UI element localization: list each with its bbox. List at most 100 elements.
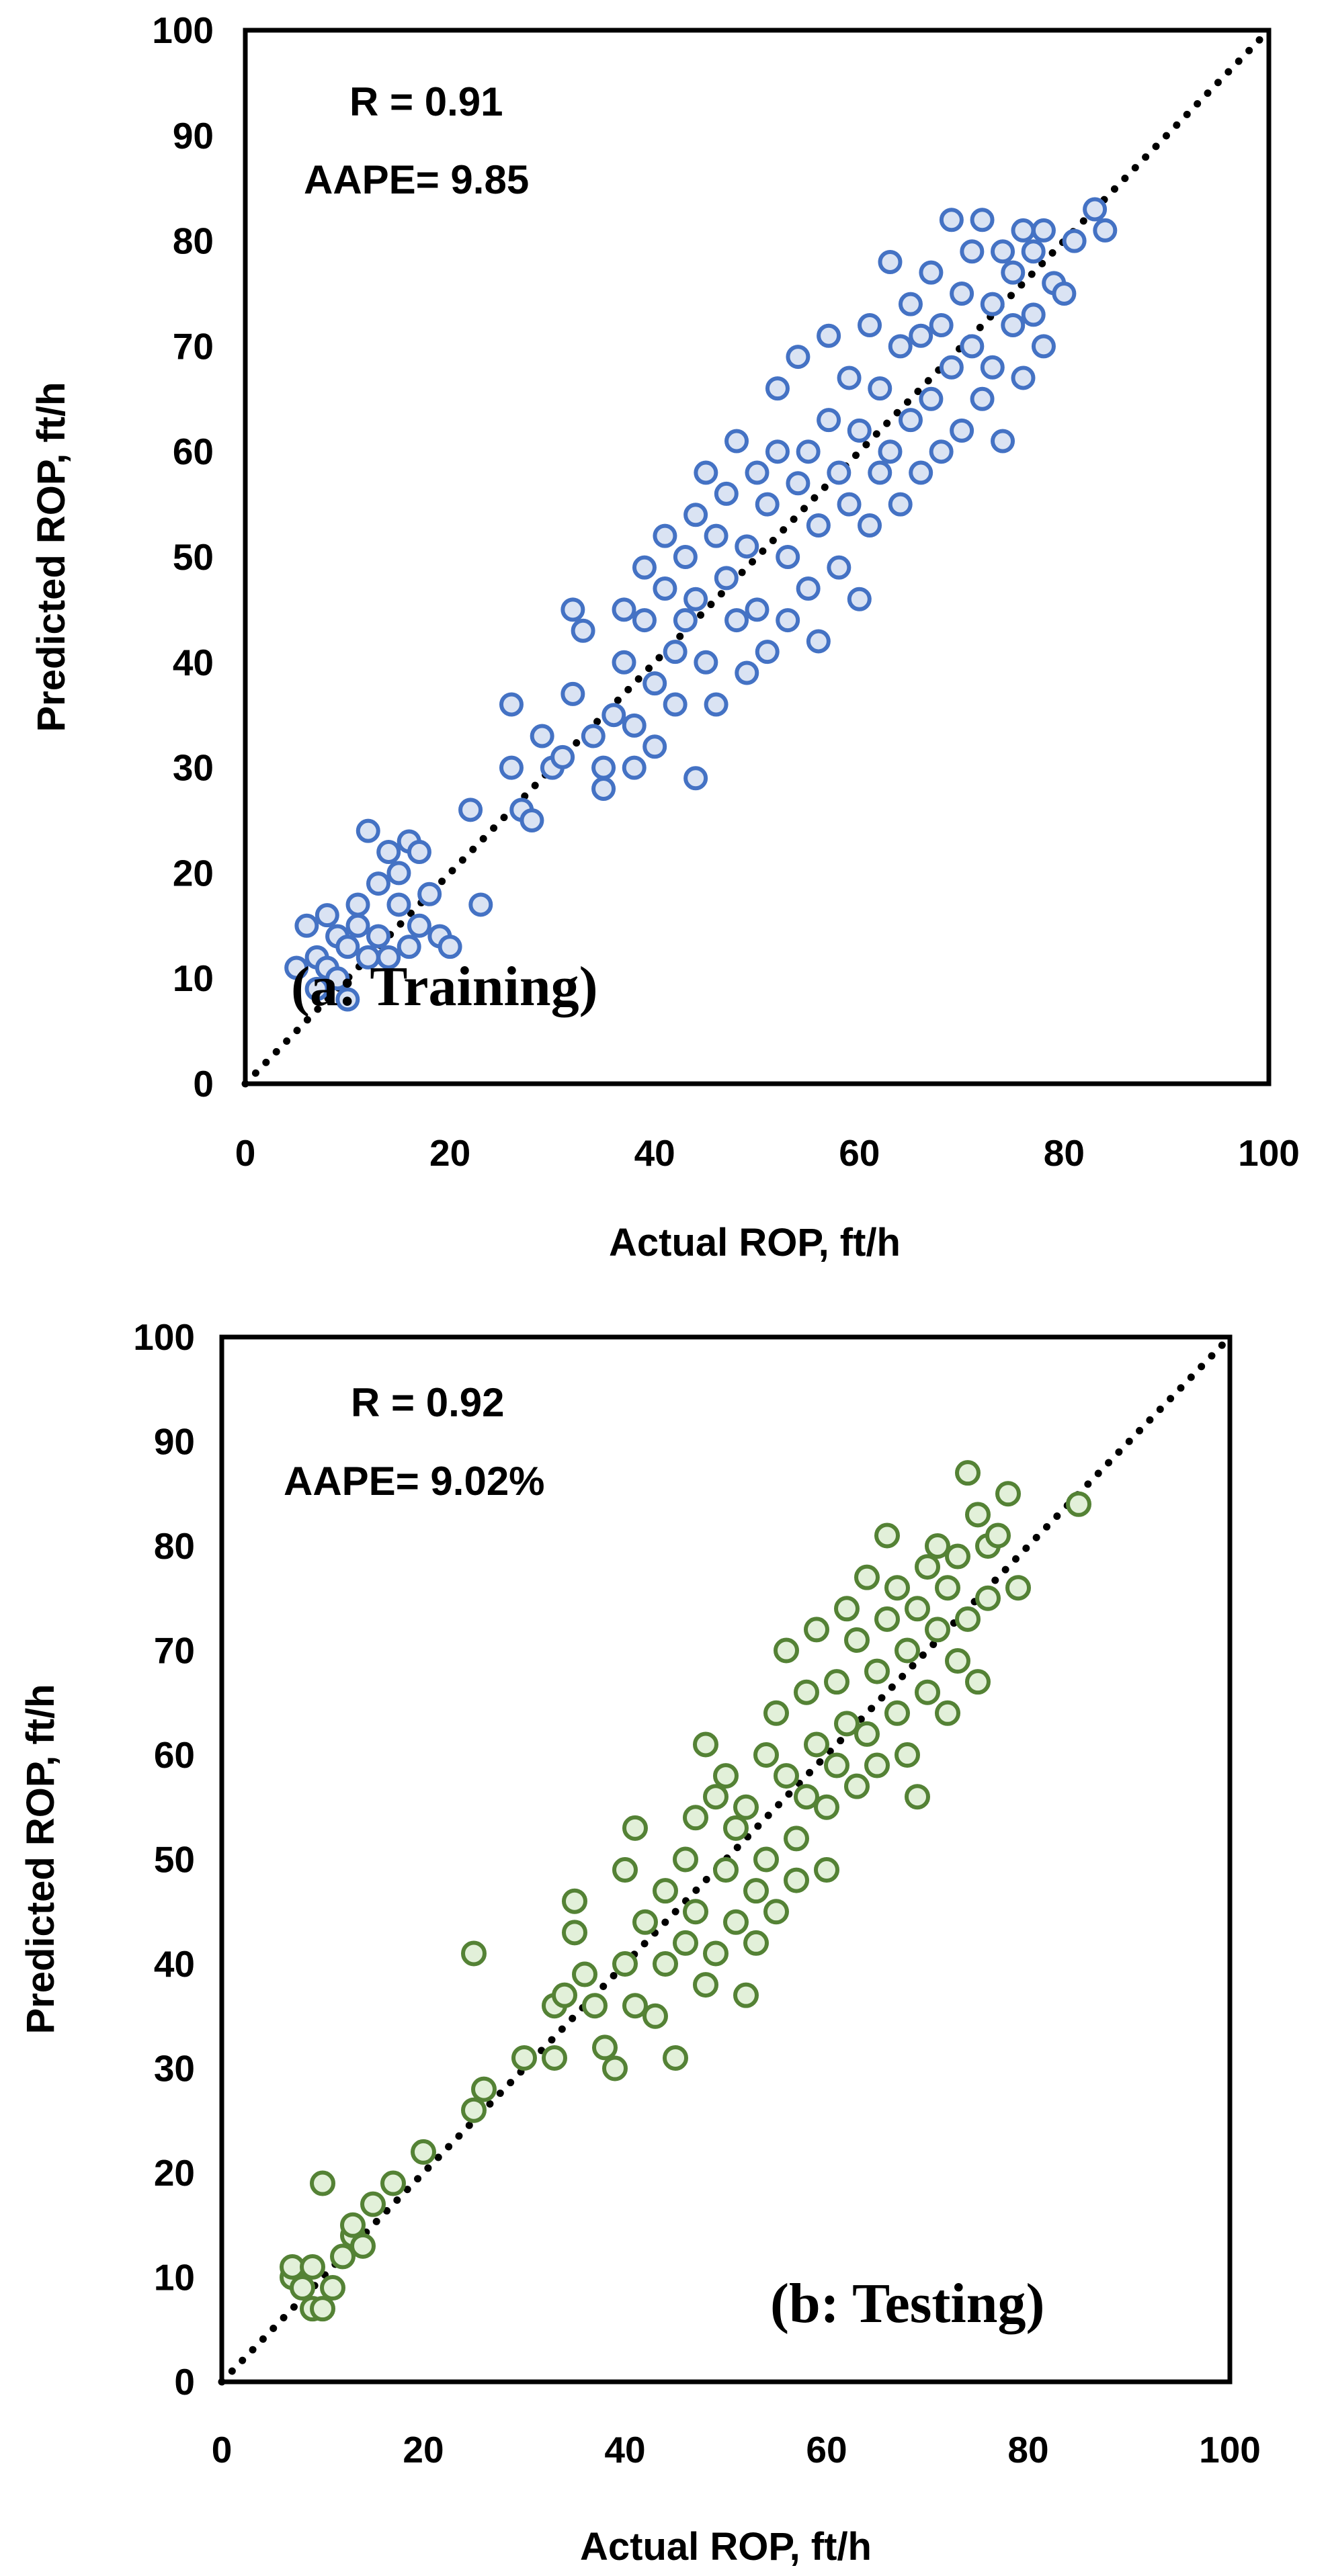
data-point xyxy=(632,1909,658,1935)
data-point xyxy=(895,1637,920,1664)
data-point xyxy=(642,734,667,759)
data-point xyxy=(325,966,350,991)
y-tick-label: 100 xyxy=(133,1316,195,1358)
data-point xyxy=(723,1815,749,1841)
data-point xyxy=(858,313,882,338)
data-point xyxy=(774,1637,799,1664)
data-point xyxy=(844,1773,870,1799)
data-point xyxy=(310,2170,335,2196)
data-point xyxy=(858,513,882,538)
data-point xyxy=(939,208,964,232)
data-point xyxy=(834,1711,860,1737)
data-point xyxy=(703,1940,729,1967)
data-point xyxy=(386,861,411,886)
data-point xyxy=(950,418,974,443)
data-point xyxy=(919,260,944,285)
data-point xyxy=(743,1878,769,1904)
aape-annotation: AAPE= 9.02% xyxy=(284,1459,545,1504)
data-point xyxy=(794,1679,819,1705)
data-point xyxy=(693,1731,718,1758)
data-point xyxy=(765,376,790,401)
data-point xyxy=(905,1784,930,1810)
data-point xyxy=(909,323,933,348)
data-point xyxy=(847,587,872,611)
x-tick-label: 0 xyxy=(212,2429,233,2471)
data-point xyxy=(804,1731,829,1758)
data-point xyxy=(784,1867,809,1893)
data-point xyxy=(763,1899,789,1925)
data-point xyxy=(991,429,1015,454)
data-point xyxy=(683,587,708,611)
r-value-annotation: R = 0.92 xyxy=(351,1380,505,1425)
data-point xyxy=(653,576,677,601)
data-point xyxy=(499,755,524,780)
data-point xyxy=(965,1502,991,1528)
data-point xyxy=(673,1846,698,1873)
data-point xyxy=(995,1481,1021,1507)
data-point xyxy=(310,2296,335,2322)
data-point xyxy=(955,1606,981,1632)
data-point xyxy=(935,1700,960,1726)
y-tick-label: 0 xyxy=(174,2361,195,2403)
data-point xyxy=(1011,218,1036,243)
x-tick-label: 100 xyxy=(1199,2429,1261,2471)
data-point xyxy=(1021,239,1046,264)
data-point xyxy=(1052,282,1077,306)
data-point xyxy=(673,608,698,633)
data-point xyxy=(827,460,851,485)
data-point xyxy=(939,355,964,380)
data-point xyxy=(950,282,974,306)
y-tick-label: 30 xyxy=(154,2048,195,2090)
data-point xyxy=(884,1575,910,1601)
y-tick-label: 50 xyxy=(154,1839,195,1881)
data-point xyxy=(847,418,872,443)
data-point xyxy=(438,935,462,959)
data-point xyxy=(592,2034,618,2061)
data-point xyxy=(909,460,933,485)
data-point xyxy=(733,1794,759,1820)
data-point xyxy=(562,1920,587,1946)
x-tick-labels: 0 20 40 60 80 100 xyxy=(235,1132,1300,1174)
data-point xyxy=(693,1972,718,1998)
x-tick-label: 40 xyxy=(634,1132,675,1174)
data-point xyxy=(380,2170,406,2196)
aape-annotation: AAPE= 9.85 xyxy=(304,157,529,202)
data-point xyxy=(683,503,708,527)
y-tick-label: 90 xyxy=(154,1421,195,1463)
data-point xyxy=(683,1805,708,1831)
data-point xyxy=(919,386,944,411)
data-point xyxy=(407,840,431,865)
x-tick-label: 80 xyxy=(1044,1132,1085,1174)
data-point xyxy=(743,1930,769,1956)
data-point xyxy=(340,2212,366,2238)
x-tick-label: 40 xyxy=(604,2429,645,2471)
data-point xyxy=(945,1543,970,1570)
x-tick-label: 20 xyxy=(429,1132,470,1174)
data-point xyxy=(814,1794,839,1820)
data-point xyxy=(955,1460,981,1486)
data-point xyxy=(571,618,595,643)
data-point xyxy=(929,439,954,464)
y-tick-label: 40 xyxy=(154,1943,195,1985)
r-value-annotation: R = 0.91 xyxy=(349,79,503,124)
x-tick-label: 100 xyxy=(1238,1132,1300,1174)
panel-label: (a: Training) xyxy=(291,955,598,1018)
panel-testing: 0 10 20 30 40 50 60 70 80 90 100 0 20 40 60 80 100 R = … xyxy=(19,1316,1261,2569)
data-point xyxy=(411,2139,436,2165)
x-tick-label: 80 xyxy=(1007,2429,1048,2471)
data-point xyxy=(1066,1491,1091,1517)
data-point xyxy=(612,1951,638,1977)
x-axis-title: Actual ROP, ft/h xyxy=(580,2525,872,2569)
data-point xyxy=(294,913,319,938)
y-tick-label: 50 xyxy=(173,536,214,578)
data-point xyxy=(970,208,995,232)
data-point xyxy=(888,334,913,359)
y-axis-title: Predicted ROP, ft/h xyxy=(19,1684,63,2034)
data-point xyxy=(694,650,718,675)
data-point xyxy=(284,955,309,980)
data-point xyxy=(519,808,544,832)
data-point xyxy=(683,1899,708,1925)
data-point xyxy=(786,471,811,496)
data-point xyxy=(755,640,780,664)
